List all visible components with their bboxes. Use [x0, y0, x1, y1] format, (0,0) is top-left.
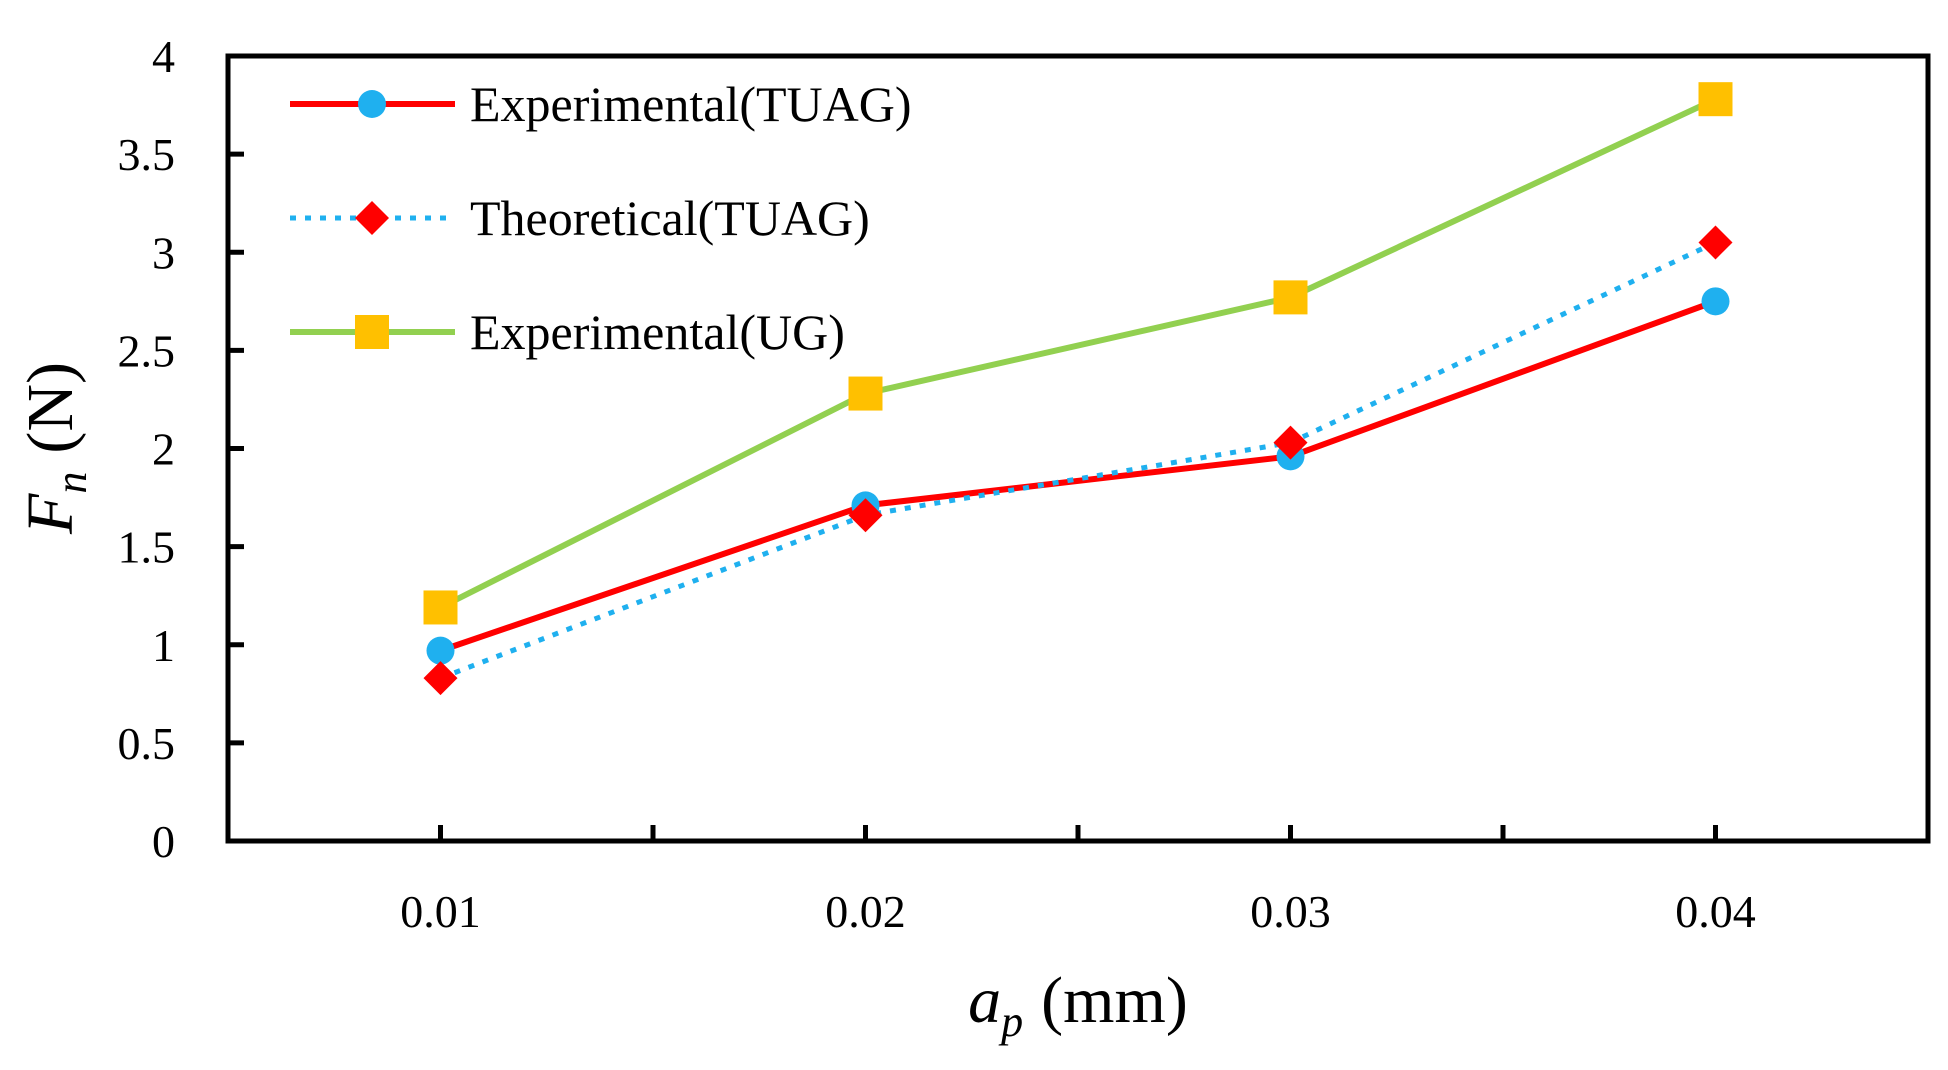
series-line-theoretical-tuag	[439, 240, 1717, 681]
y-tick-label: 2	[152, 424, 175, 475]
x-tick-label: 0.01	[400, 886, 481, 937]
y-axis-unit: (N)	[14, 362, 87, 454]
data-point-experimental-tuag	[1701, 287, 1730, 316]
y-tick-label: 1.5	[118, 522, 176, 573]
y-tick-label: 3	[152, 227, 175, 278]
series-line-experimental-ug	[439, 96, 1717, 611]
data-point-experimental-ug	[848, 376, 883, 411]
y-axis-tick-labels: 0 0.5 1 1.5 2 2.5 3 3.5 4	[118, 31, 176, 867]
legend-item-experimental-ug: Experimental(UG)	[290, 304, 845, 360]
y-axis-variable: F	[14, 493, 87, 535]
y-axis-subscript: n	[47, 472, 96, 494]
x-tick-label: 0.02	[825, 886, 906, 937]
legend-item-theoretical-tuag: Theoretical(TUAG)	[290, 190, 870, 246]
y-tick-label: 0.5	[118, 718, 176, 769]
y-axis-ticks	[228, 53, 244, 844]
x-axis-ticks	[438, 825, 1718, 841]
data-point-theoretical-tuag	[1273, 425, 1308, 460]
data-point-experimental-tuag	[426, 636, 455, 665]
data-point-theoretical-tuag	[423, 661, 458, 696]
x-axis-variable: a	[968, 964, 1001, 1037]
data-point-experimental-ug	[1273, 280, 1308, 315]
series-experimental-ug	[423, 82, 1733, 625]
plot-area-frame	[225, 53, 1931, 844]
series-line-experimental-tuag	[439, 298, 1717, 654]
series-theoretical-tuag	[423, 225, 1733, 696]
y-tick-label: 4	[152, 31, 175, 82]
data-point-experimental-ug	[423, 590, 458, 625]
series-layer	[423, 82, 1733, 696]
legend-swatch-marker	[355, 201, 389, 235]
legend-label: Theoretical(TUAG)	[470, 190, 870, 246]
y-tick-label: 3.5	[118, 129, 176, 180]
legend-label: Experimental(TUAG)	[470, 76, 912, 132]
y-tick-label: 1	[152, 620, 175, 671]
y-axis-label: Fn (N)	[14, 362, 96, 535]
data-point-theoretical-tuag	[1698, 225, 1733, 260]
x-axis-label: ap (mm)	[968, 964, 1188, 1046]
legend-swatch-marker	[355, 315, 389, 349]
data-point-theoretical-tuag	[848, 498, 883, 533]
x-tick-label: 0.03	[1250, 886, 1331, 937]
x-tick-label: 0.04	[1675, 886, 1756, 937]
legend: Experimental(TUAG) Theoretical(TUAG) Exper…	[290, 76, 912, 360]
y-tick-label: 0	[152, 816, 175, 867]
legend-item-experimental-tuag: Experimental(TUAG)	[290, 76, 912, 132]
x-axis-unit: (mm)	[1041, 964, 1188, 1037]
data-point-experimental-ug	[1698, 82, 1733, 117]
legend-swatch-marker	[358, 90, 386, 118]
x-axis-subscript: p	[998, 997, 1023, 1046]
y-tick-label: 2.5	[118, 325, 176, 376]
x-axis-tick-labels: 0.01 0.02 0.03 0.04	[400, 886, 1756, 937]
legend-label: Experimental(UG)	[470, 304, 845, 360]
